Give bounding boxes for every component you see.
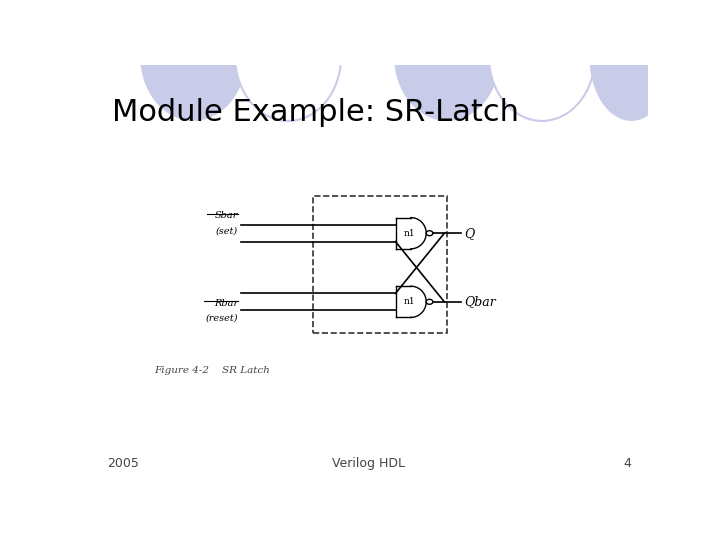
Ellipse shape <box>394 0 500 121</box>
Text: Sbar: Sbar <box>215 211 238 220</box>
Ellipse shape <box>489 0 595 121</box>
Text: (reset): (reset) <box>205 314 238 322</box>
Text: 2005: 2005 <box>107 457 139 470</box>
Text: n1: n1 <box>403 298 415 306</box>
Text: 4: 4 <box>624 457 631 470</box>
Text: Rbar: Rbar <box>214 299 238 308</box>
Text: n1: n1 <box>403 229 415 238</box>
Text: Qbar: Qbar <box>464 295 495 308</box>
Ellipse shape <box>140 0 246 121</box>
Text: Figure 4-2    SR Latch: Figure 4-2 SR Latch <box>154 366 270 375</box>
Text: Q: Q <box>464 227 474 240</box>
Text: (set): (set) <box>216 227 238 236</box>
Text: Module Example: SR-Latch: Module Example: SR-Latch <box>112 98 519 127</box>
Text: Verilog HDL: Verilog HDL <box>333 457 405 470</box>
Ellipse shape <box>590 0 673 121</box>
Ellipse shape <box>235 0 341 121</box>
